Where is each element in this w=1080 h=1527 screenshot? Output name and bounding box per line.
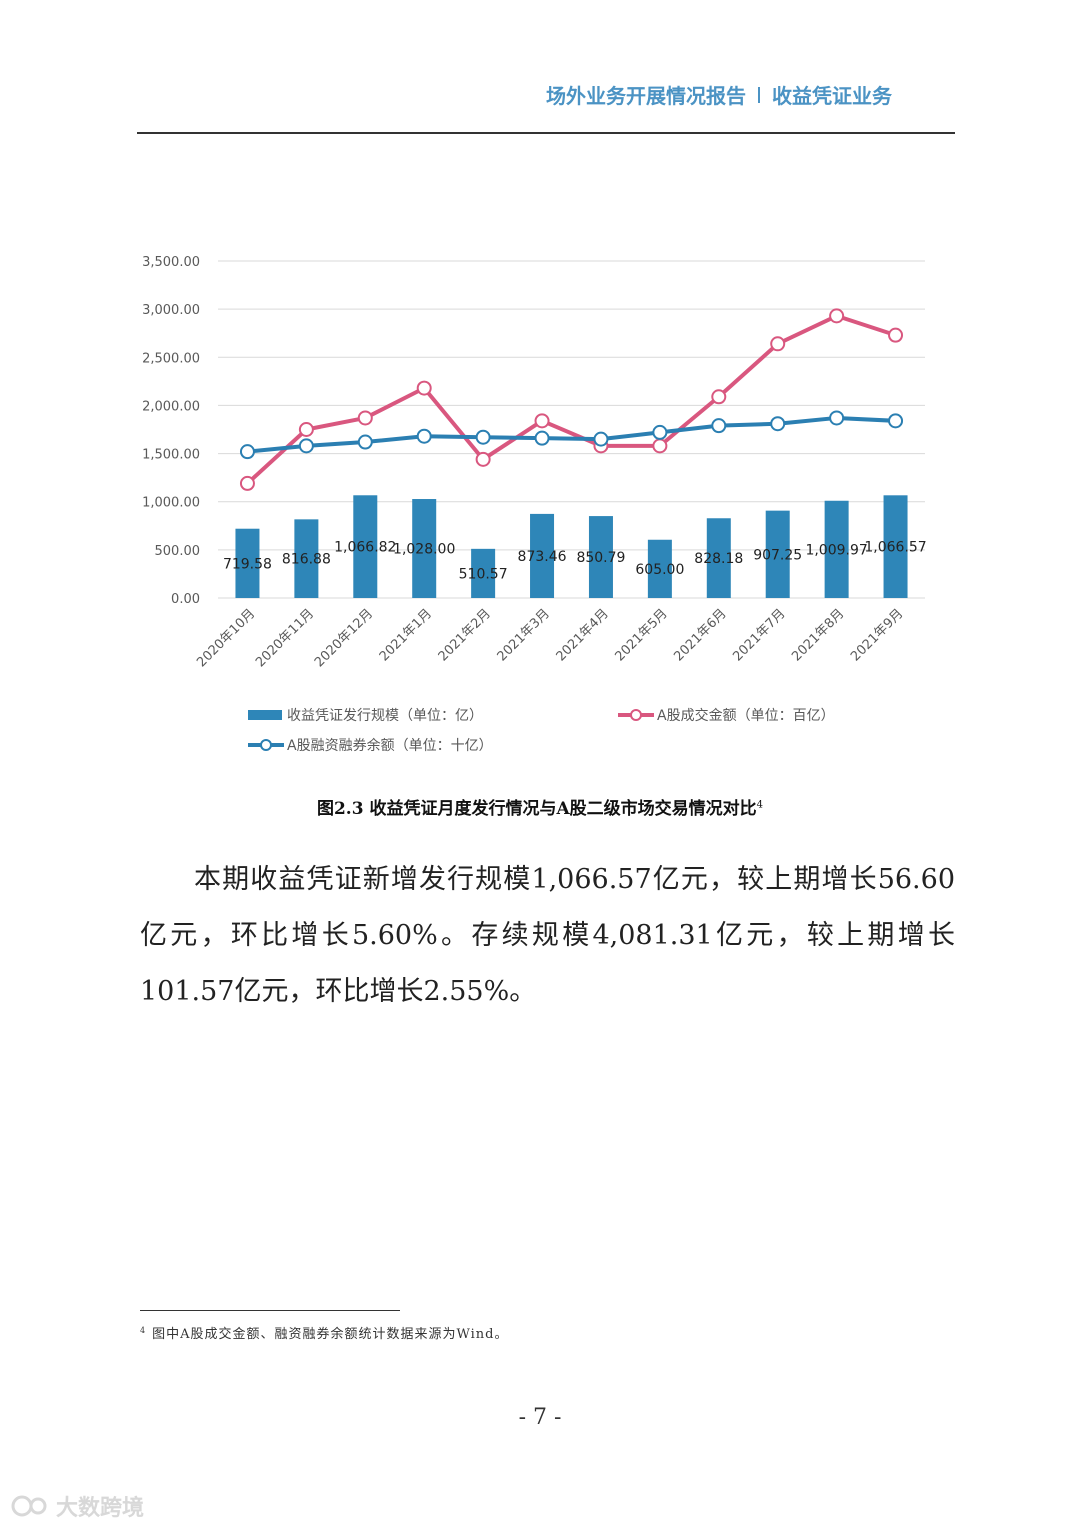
x-tick-label: 2021年1月 [377,606,435,664]
bar [765,510,790,598]
line-marker [829,410,845,426]
legend-label: A股成交金额（单位：百亿） [657,707,835,724]
header-left: 场外业务开展情况报告 [546,84,746,108]
bar [883,495,908,598]
legend-marker [260,739,272,751]
bar [412,499,437,598]
line-marker [475,451,491,467]
footnote: 4 图中A股成交金额、融资融券余额统计数据来源为Wind。 [140,1323,508,1342]
line-marker [416,380,432,396]
line-marker [416,428,432,444]
watermark: 大数跨境 [10,1490,144,1522]
x-tick-label: 2021年3月 [495,606,553,664]
header-right: 收益凭证业务 [772,84,892,108]
line-marker [711,418,727,434]
line-marker [475,429,491,445]
line-marker [652,424,668,440]
page-number: - 7 - [518,1405,562,1430]
header-rule [137,132,955,134]
line-marker [652,438,668,454]
data-label: 1,028.00 [393,542,455,558]
data-label: 873.46 [518,549,567,565]
y-tick-label: 1,500.00 [142,448,200,463]
legend-item: A股融资融券余额（单位：十亿） [248,737,493,754]
bar [471,548,496,598]
line-marker [534,413,550,429]
line-marker [711,389,727,405]
bar [824,500,849,598]
data-label: 828.18 [694,551,743,567]
line-marker [298,438,314,454]
footnote-ref: 4 [756,799,764,811]
data-label: 605.00 [635,562,684,578]
x-tick-label: 2021年2月 [436,606,494,664]
bar [647,539,672,598]
y-tick-label: 3,500.00 [142,255,200,270]
x-tick-label: 2020年12月 [312,606,376,670]
bar [353,495,378,598]
line-marker [239,444,255,460]
legend-label: A股融资融券余额（单位：十亿） [287,737,493,754]
data-label: 719.58 [223,556,272,572]
legend-label: 收益凭证发行规模（单位：亿） [287,708,483,724]
x-tick-label: 2020年10月 [194,606,258,670]
caption-text: 图2.3 收益凭证月度发行情况与A股二级市场交易情况对比 [316,799,757,819]
x-tick-label: 2021年9月 [848,606,906,664]
running-header: 场外业务开展情况报告 收益凭证业务 [546,80,892,109]
y-tick-label: 3,000.00 [142,303,200,318]
legend-marker [630,709,642,721]
chart: 0.00 500.00 1,000.00 1,500.00 2,000.00 2,500.… [142,255,927,754]
x-tick-label: 2021年8月 [789,606,847,664]
body-paragraph: 本期收益凭证新增发行规模1,066.57亿元，较上期增长56.60亿元，环比增长… [140,864,955,1007]
footnote-rule [140,1310,400,1311]
watermark-icon [11,1495,47,1517]
y-tick-label: 2,500.00 [142,351,200,366]
bar [530,513,555,598]
watermark-text: 大数跨境 [56,1496,145,1521]
data-label: 816.88 [282,552,331,568]
data-label: 907.25 [753,547,802,563]
line [247,415,896,454]
legend-item: A股成交金额（单位：百亿） [618,707,835,724]
y-tick-label: 2,000.00 [142,399,200,414]
bar [706,518,731,598]
line-marker [829,308,845,324]
legend-swatch [248,710,282,720]
footnote-text: 图中A股成交金额、融资融券余额统计数据来源为Wind。 [152,1327,509,1342]
line [246,313,897,485]
x-tick-label: 2021年6月 [671,606,729,664]
line-marker [770,336,786,352]
y-tick-label: 500.00 [155,544,201,559]
data-label: 1,009.97 [805,542,867,558]
data-label: 1,066.57 [864,540,926,556]
bar [588,516,613,598]
x-tick-label: 2020年11月 [253,606,317,670]
line-marker [298,422,314,437]
data-label: 1,066.82 [334,540,396,556]
line-marker [534,430,550,446]
line-marker [593,431,609,447]
line-marker [357,434,373,450]
data-label: 850.79 [576,550,625,566]
data-label: 510.57 [459,566,508,582]
header-separator [758,86,760,103]
line-marker [770,416,786,432]
figure-caption: 图2.3 收益凭证月度发行情况与A股二级市场交易情况对比4 [0,794,1080,819]
line-marker [888,327,904,343]
bar [235,528,260,598]
bar [294,519,319,598]
footnote-number: 4 [140,1325,147,1335]
line-marker [888,413,904,429]
x-tick-label: 2021年4月 [554,606,612,664]
y-tick-label: 1,000.00 [142,496,200,511]
y-tick-label: 0.00 [171,592,200,607]
x-tick-label: 2021年5月 [612,606,670,664]
legend-item: 收益凭证发行规模（单位：亿） [248,708,483,724]
line-marker [357,410,373,426]
line-marker [239,475,255,491]
x-tick-label: 2021年7月 [730,606,788,664]
